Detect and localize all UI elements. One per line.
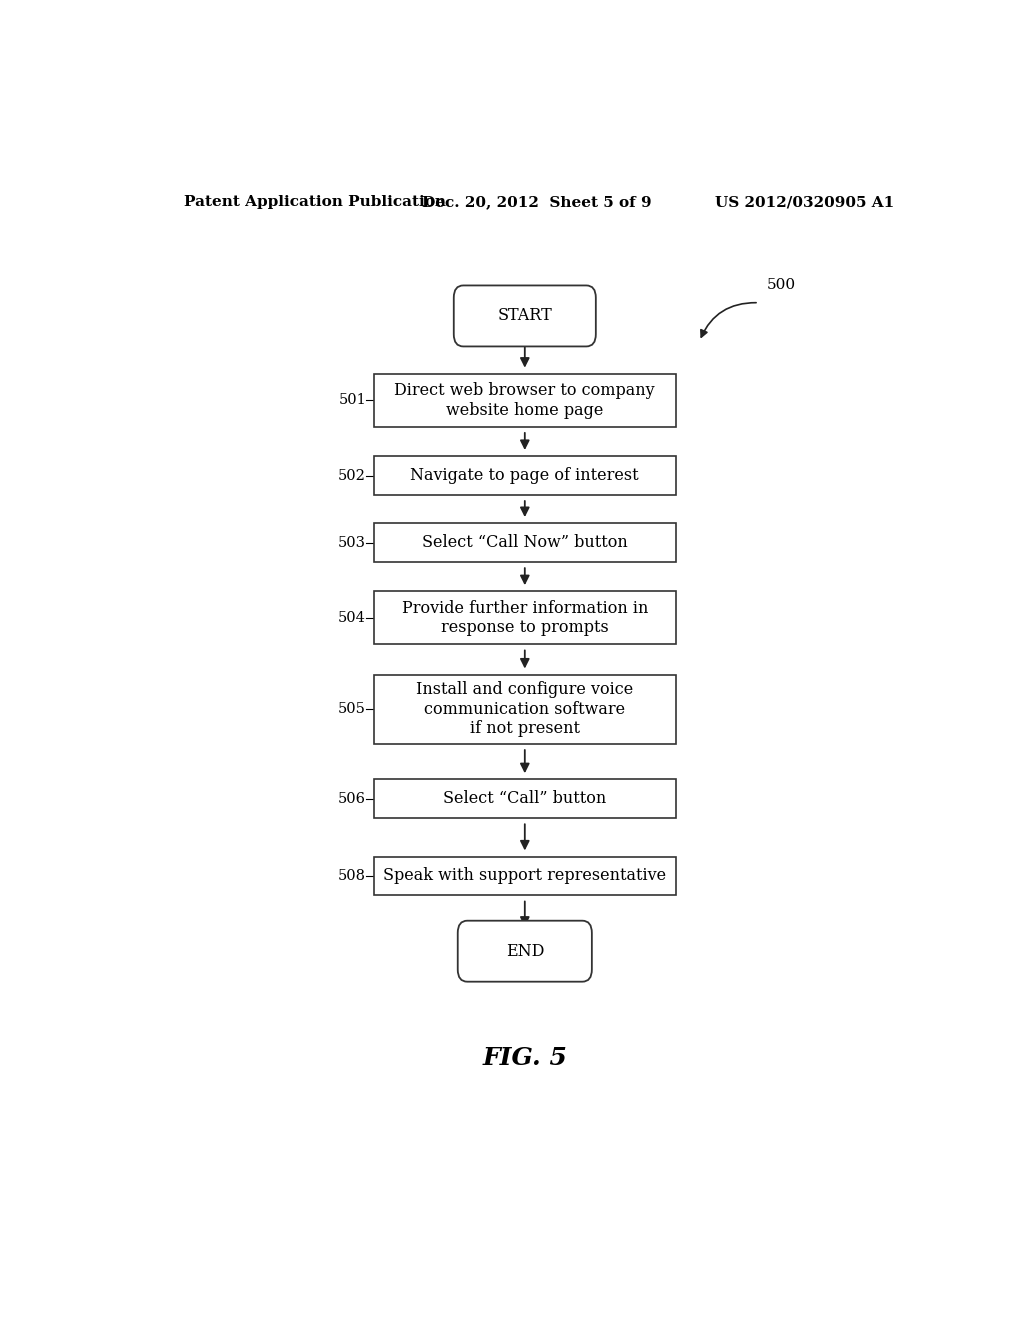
Text: Provide further information in
response to prompts: Provide further information in response …	[401, 599, 648, 636]
FancyBboxPatch shape	[374, 675, 676, 744]
Text: Speak with support representative: Speak with support representative	[383, 867, 667, 884]
Text: 508: 508	[338, 869, 367, 883]
Text: Direct web browser to company
website home page: Direct web browser to company website ho…	[394, 381, 655, 418]
Text: 506: 506	[338, 792, 367, 805]
FancyBboxPatch shape	[374, 779, 676, 818]
FancyBboxPatch shape	[374, 591, 676, 644]
Text: 505: 505	[338, 702, 367, 717]
Text: START: START	[498, 308, 552, 325]
Text: Dec. 20, 2012  Sheet 5 of 9: Dec. 20, 2012 Sheet 5 of 9	[422, 195, 651, 209]
Text: 500: 500	[767, 279, 796, 293]
Text: Navigate to page of interest: Navigate to page of interest	[411, 467, 639, 484]
FancyBboxPatch shape	[374, 523, 676, 562]
Text: US 2012/0320905 A1: US 2012/0320905 A1	[715, 195, 895, 209]
FancyBboxPatch shape	[374, 374, 676, 426]
Text: 503: 503	[338, 536, 367, 549]
Text: 502: 502	[338, 469, 367, 483]
Text: FIG. 5: FIG. 5	[482, 1045, 567, 1071]
Text: Patent Application Publication: Patent Application Publication	[183, 195, 445, 209]
FancyArrowPatch shape	[700, 302, 756, 337]
Text: 504: 504	[338, 611, 367, 624]
Text: Select “Call Now” button: Select “Call Now” button	[422, 535, 628, 550]
Text: 501: 501	[338, 393, 367, 408]
Text: END: END	[506, 942, 544, 960]
FancyBboxPatch shape	[374, 457, 676, 495]
FancyBboxPatch shape	[458, 921, 592, 982]
FancyBboxPatch shape	[454, 285, 596, 346]
Text: Install and configure voice
communication software
if not present: Install and configure voice communicatio…	[416, 681, 634, 738]
Text: Select “Call” button: Select “Call” button	[443, 791, 606, 808]
FancyBboxPatch shape	[374, 857, 676, 895]
